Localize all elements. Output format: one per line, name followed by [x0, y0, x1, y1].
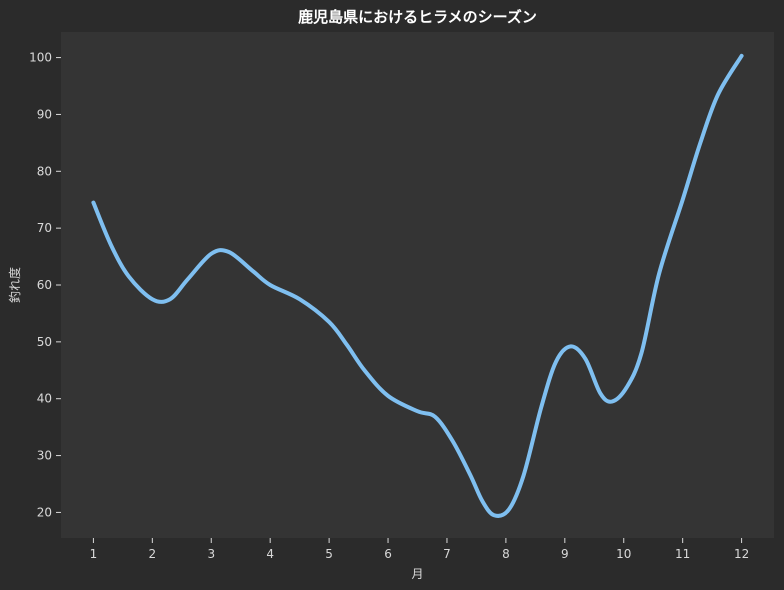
y-tick-label: 30 [37, 449, 52, 463]
x-tick-label: 8 [502, 547, 510, 561]
y-axis: 20 30 40 50 60 70 80 90 100 [29, 51, 61, 519]
y-tick-label: 100 [29, 51, 52, 65]
x-tick-label: 3 [207, 547, 215, 561]
plot-area [61, 32, 774, 538]
chart-title: 鹿児島県におけるヒラメのシーズン [298, 8, 537, 26]
x-tick-label: 10 [616, 547, 631, 561]
x-tick-label: 6 [384, 547, 392, 561]
y-axis-label: 釣れ度 [7, 267, 22, 303]
y-tick-label: 40 [37, 392, 52, 406]
y-tick-label: 20 [37, 505, 52, 519]
y-tick-label: 90 [37, 107, 52, 121]
y-tick-label: 70 [37, 221, 52, 235]
x-tick-label: 4 [266, 547, 274, 561]
y-tick-label: 50 [37, 335, 52, 349]
x-tick-label: 1 [90, 547, 98, 561]
x-tick-label: 5 [325, 547, 333, 561]
x-tick-label: 2 [149, 547, 157, 561]
x-axis-label: 月 [411, 567, 423, 581]
series-line [91, 53, 744, 518]
x-tick-label: 11 [675, 547, 690, 561]
x-tick-label: 9 [561, 547, 569, 561]
y-tick-label: 60 [37, 278, 52, 292]
x-axis: 1 2 3 4 5 6 7 8 9 10 11 12 [90, 538, 749, 561]
x-tick-label: 7 [443, 547, 451, 561]
x-tick-label: 12 [734, 547, 749, 561]
y-tick-label: 80 [37, 164, 52, 178]
